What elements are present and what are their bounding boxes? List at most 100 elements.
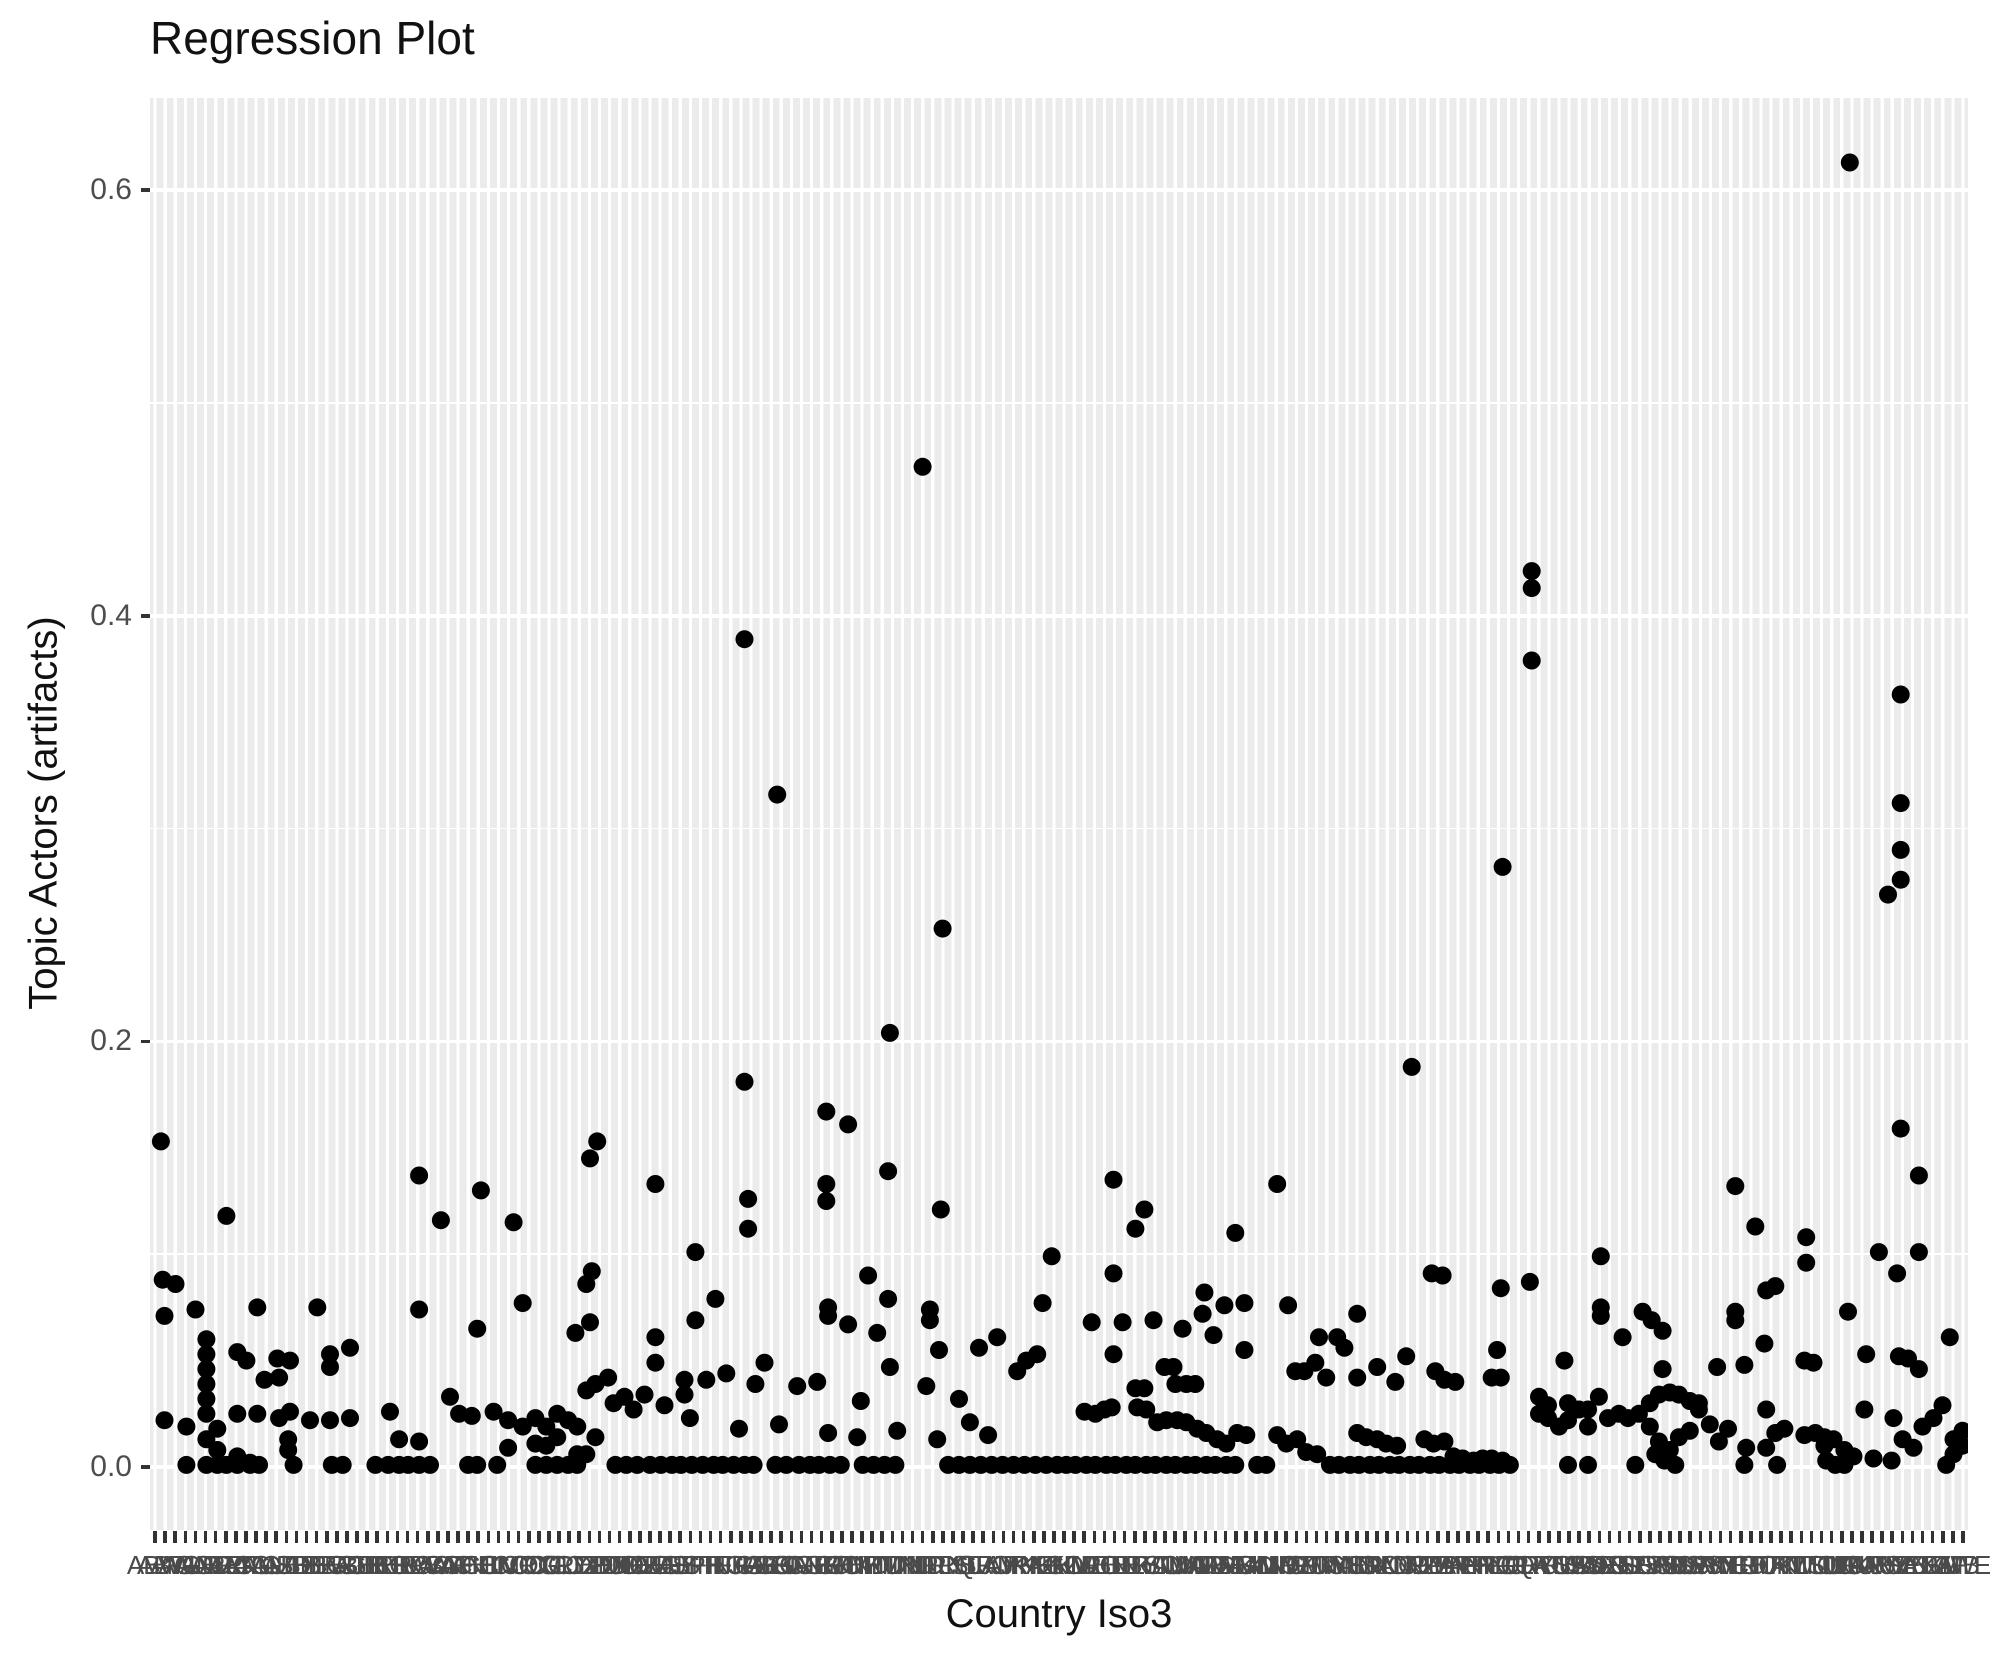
data-point [1708,1358,1727,1376]
x-tick-mark [1870,1531,1874,1543]
data-point [1737,1438,1756,1457]
x-tick-label: TLS [1779,1550,1825,1580]
data-point [1726,1311,1745,1330]
data-point [155,1306,174,1325]
data-point [321,1358,339,1376]
x-tick-label: MRT [1280,1550,1334,1580]
x-tick-label: GAB [724,1550,778,1580]
data-point [1855,1400,1874,1419]
x-tick-mark [1688,1531,1693,1543]
data-point [1368,1358,1387,1376]
x-tick-label: ATG [231,1550,282,1580]
data-point [1591,1306,1610,1325]
x-tick-mark [1062,1531,1066,1543]
x-tick-mark [516,1531,521,1543]
x-tick-label: TKM [1765,1550,1818,1580]
x-tick-label: UZB [1877,1550,1928,1580]
x-tick-mark [991,1531,996,1543]
x-tick-mark [1011,1531,1016,1543]
x-tick-label: MKD [1218,1550,1274,1580]
x-tick-label: GUY [825,1550,879,1580]
x-tick-label: SUR [1664,1550,1717,1580]
data-point [1226,1455,1245,1474]
data-point [1891,840,1910,859]
x-tick-label: LUX [1151,1550,1200,1580]
x-tick-label: THA [1736,1550,1786,1580]
x-tick-mark [870,1531,874,1543]
x-tick-mark [728,1531,733,1543]
x-tick-label: MRT [1269,1550,1324,1580]
x-tick-label: IRL [914,1550,952,1580]
x-tick-label: ARG [199,1550,253,1580]
x-tick-mark [1900,1531,1905,1543]
data-point [1924,1409,1943,1428]
x-tick-mark [1890,1531,1895,1543]
data-point [1591,1247,1610,1266]
x-tick-label: FJI [714,1550,748,1580]
x-tick-label: GEO [743,1550,800,1580]
y-tick-label: 0.2 [90,1024,132,1058]
x-tick-label: CZE [564,1550,615,1580]
data-point [177,1417,196,1436]
data-point [930,1341,948,1359]
data-point [686,1311,705,1330]
data-point [1137,1400,1156,1419]
x-tick-mark [1274,1531,1278,1543]
data-point [817,1175,836,1193]
data-point [410,1432,429,1451]
x-tick-label: BHR [341,1550,394,1580]
data-point [321,1411,339,1430]
data-point [1579,1400,1597,1419]
x-tick-label: SRB [1634,1550,1686,1580]
x-tick-label: NLD [1362,1550,1413,1580]
data-point [1268,1175,1287,1193]
x-tick-mark [829,1531,834,1543]
x-tick-label: PRY [1503,1550,1555,1580]
data-point [920,1311,939,1330]
data-point [1306,1353,1325,1372]
plot-panel [150,98,1968,1530]
x-tick-label: HTI [862,1550,903,1580]
x-tick-mark [183,1531,188,1543]
x-tick-label: BRA [382,1550,433,1580]
x-tick-label: DNK [593,1550,647,1580]
x-tick-label: NER [1330,1550,1384,1580]
x-tick-label: BGD [320,1550,374,1580]
data-point [1797,1228,1816,1247]
x-tick-label: BOL [372,1550,423,1580]
data-point [686,1243,705,1262]
data-point [1522,562,1541,581]
gridline-minor [150,827,1968,830]
x-tick-mark [274,1531,279,1543]
x-tick-mark [1042,1531,1046,1543]
data-point [301,1411,319,1430]
x-tick-mark [961,1531,965,1543]
data-point [513,1417,532,1436]
data-point [155,1411,174,1430]
x-tick-mark [1961,1531,1965,1543]
data-point [599,1368,618,1387]
data-point [839,1315,858,1334]
x-tick-mark [1415,1531,1420,1543]
x-tick-mark [890,1531,895,1543]
x-tick-mark [1052,1531,1056,1543]
x-tick-mark [1698,1531,1703,1543]
x-tick-mark [739,1531,743,1543]
x-tick-label: SAU [1553,1550,1605,1580]
x-tick-mark [1001,1531,1006,1543]
data-point [1626,1455,1645,1474]
data-point [1104,1264,1123,1283]
x-tick-mark [880,1531,885,1543]
x-tick-mark [203,1531,208,1543]
data-point [848,1428,867,1447]
x-tick-mark [405,1531,410,1543]
x-tick-mark [1860,1531,1864,1543]
data-point [333,1455,352,1474]
x-tick-label: SSD [1644,1550,1696,1580]
x-tick-mark [557,1531,561,1543]
x-tick-label: SEN [1584,1550,1635,1580]
x-tick-label: NGA [1340,1550,1394,1580]
x-tick-label: URY [1846,1550,1898,1580]
data-point [1909,1243,1928,1262]
data-point [197,1345,216,1364]
